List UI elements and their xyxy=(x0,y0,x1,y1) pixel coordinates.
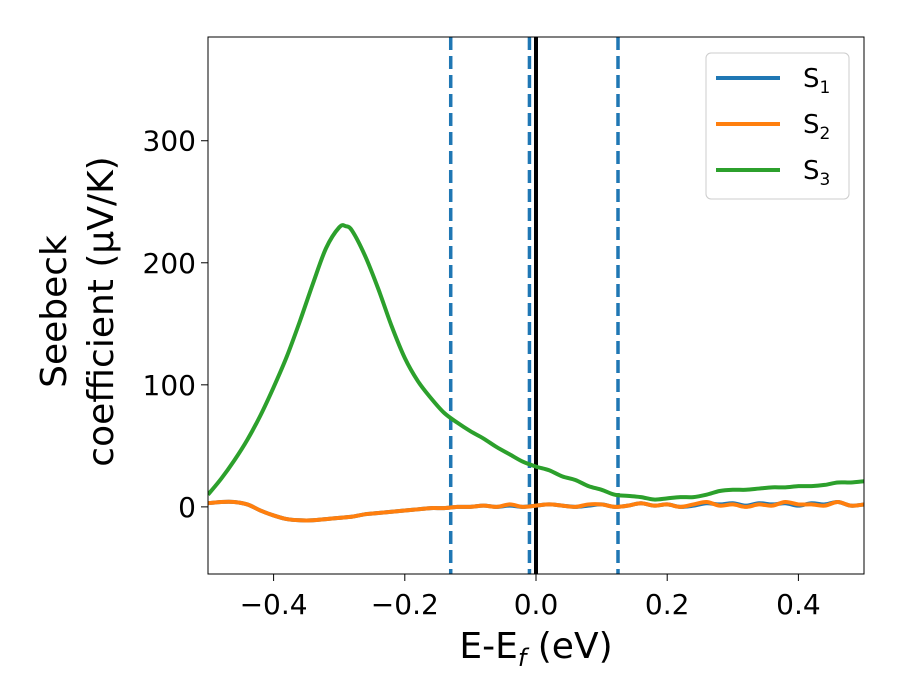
x-axis-label-main: E-E xyxy=(459,626,517,667)
x-tick-label: −0.2 xyxy=(371,588,439,621)
x-tick-label: −0.4 xyxy=(240,588,308,621)
vertical-lines xyxy=(448,37,620,574)
y-axis-label-line1: Seebeck xyxy=(34,235,75,388)
x-axis-label: E-Ef (eV) xyxy=(459,626,612,672)
legend-label-1: S1 xyxy=(803,64,830,98)
series-line-2 xyxy=(208,499,864,523)
series-line-3 xyxy=(208,223,864,502)
x-tick-label: 0.2 xyxy=(645,588,690,621)
y-tick-label: 200 xyxy=(143,247,196,280)
y-tick-label: 100 xyxy=(143,369,196,402)
x-tick-label: 0.0 xyxy=(514,588,559,621)
y-tick-label: 0 xyxy=(178,491,196,524)
y-tick-label: 300 xyxy=(143,125,196,158)
legend-label-3: S3 xyxy=(803,156,830,190)
legend: S1 S2 S3 xyxy=(705,52,850,200)
legend-label-2: S2 xyxy=(803,110,830,144)
ticks: −0.4 −0.2 0.0 0.2 0.4 0 100 200 300 xyxy=(143,125,821,621)
x-axis-label-unit: (eV) xyxy=(526,626,612,667)
x-tick-label: 0.4 xyxy=(776,588,821,621)
y-axis-label-line2: coefficient (μV/K) xyxy=(81,156,122,466)
series-lines xyxy=(208,223,864,523)
